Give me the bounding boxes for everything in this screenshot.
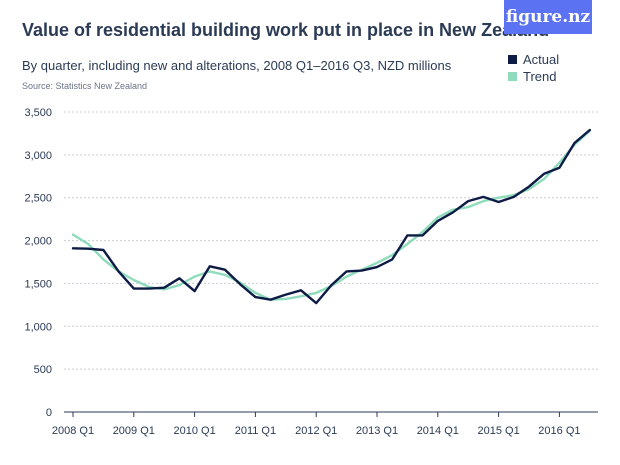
y-tick-label: 0 [46,407,52,419]
series-line-actual [71,128,591,305]
x-tick-label: 2014 Q1 [417,425,459,437]
chart-title: Value of residential building work put i… [22,20,550,40]
y-tick-label: 1,500 [24,278,52,290]
y-tick-label: 2,000 [24,236,52,248]
chart-subtitle: By quarter, including new and alteration… [22,58,452,73]
legend-swatch-trend [508,72,517,81]
legend-label-actual: Actual [523,52,560,67]
legend-swatch-actual [508,55,517,64]
series-lines [71,128,591,305]
chart-legend: Actual Trend [508,51,559,85]
y-axis-ticks: 0 500 1,000 1,500 2,000 2,500 3,000 3,500 [24,107,52,419]
x-tick-label: 2010 Q1 [173,425,215,437]
x-tick-label: 2008 Q1 [52,425,94,437]
x-tick-label: 2016 Q1 [538,425,580,437]
y-tick-label: 1,000 [24,321,52,333]
legend-item-trend: Trend [508,68,559,85]
x-tick-label: 2013 Q1 [356,425,398,437]
x-tick-label: 2011 Q1 [235,425,276,437]
chart-source: Source: Statistics New Zealand [22,81,148,91]
series-line-trend [71,129,591,301]
legend-label-trend: Trend [523,69,557,84]
figure-nz-logo[interactable]: figure.nz [504,0,592,34]
x-tick-label: 2009 Q1 [113,425,155,437]
gridlines [64,111,598,413]
y-tick-label: 3,000 [24,150,52,162]
x-tick-label: 2015 Q1 [477,425,519,437]
x-tick-label: 2012 Q1 [295,425,337,437]
y-tick-label: 2,500 [24,193,52,205]
y-tick-label: 3,500 [24,107,52,119]
y-tick-label: 500 [34,364,52,376]
legend-item-actual: Actual [508,51,559,68]
x-axis-ticks: 2008 Q1 2009 Q1 2010 Q1 2011 Q1 2012 Q1 2013 … [52,412,581,437]
